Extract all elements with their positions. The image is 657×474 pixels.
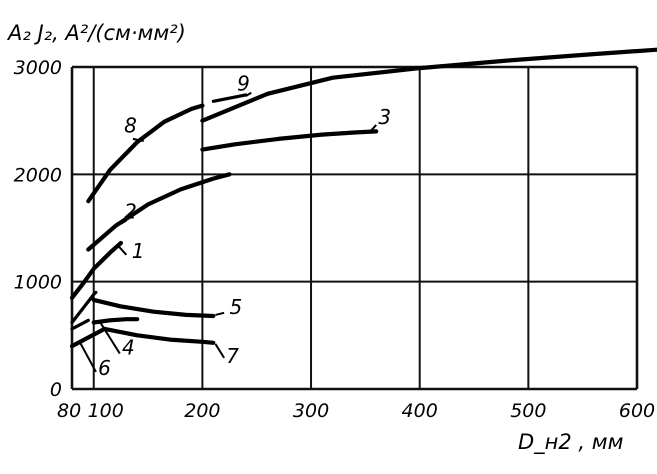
curve-series-3 [200, 129, 379, 152]
y-tick-label-2000: 2000 [14, 164, 62, 186]
series-labels: 1 2 3 4 5 6 7 8 9 [98, 72, 391, 380]
leader-series-9 [245, 91, 252, 97]
leader-series-1 [116, 244, 128, 256]
leader-series-2 [120, 219, 127, 225]
y-axis-title: A₂ J₂, A²/(см·мм²) [6, 21, 186, 45]
series-label-3: 3 [378, 105, 391, 129]
curve-series-1 [69, 240, 123, 300]
series-label-4: 4 [122, 336, 135, 360]
curve-series-8 [86, 103, 205, 204]
y-tick-label-3000: 3000 [14, 57, 62, 79]
series-label-8: 8 [124, 113, 137, 137]
curve-series-6 [69, 326, 107, 349]
series-label-9: 9 [237, 72, 250, 96]
curve-series-7 [102, 326, 216, 345]
leader-series-7 [214, 343, 225, 359]
curve-segment-6-2 [70, 318, 90, 331]
x-tick-label-500: 500 [510, 400, 546, 422]
series-label-6: 6 [98, 356, 111, 380]
leader-series-3 [370, 124, 377, 132]
x-tick-label-400: 400 [402, 400, 438, 422]
x-tick-label-300: 300 [293, 400, 329, 422]
leader-series-8 [132, 137, 144, 143]
curves [69, 47, 657, 349]
series-label-2: 2 [124, 199, 137, 223]
x-tick-label-100: 100 [88, 400, 124, 422]
x-tick-labels: 80 100 200 300 400 500 600 [57, 400, 655, 422]
grid [70, 65, 639, 391]
x-axis-title: D_н2 , мм [518, 430, 624, 455]
curve-series-4 [91, 317, 140, 325]
series-label-7: 7 [226, 344, 239, 368]
series-label-5: 5 [230, 295, 243, 319]
leader-series-5 [215, 311, 225, 316]
curve-series-2 [86, 172, 232, 252]
curve-series-9 [200, 47, 657, 123]
series-label-1: 1 [132, 239, 145, 263]
curve-series-5 [91, 297, 216, 319]
leader-series-4 [99, 321, 121, 355]
leader-series-6 [78, 341, 97, 373]
x-tick-label-600: 600 [619, 400, 655, 422]
y-tick-labels: 0 1000 2000 3000 [14, 57, 62, 401]
x-tick-label-80: 80 [57, 400, 81, 422]
x-tick-label-200: 200 [184, 400, 220, 422]
curve-segment-1-0 [70, 292, 96, 325]
y-tick-label-1000: 1000 [14, 272, 62, 294]
curve-segment-8-3 [211, 93, 248, 103]
y-tick-label-0: 0 [50, 379, 62, 401]
label-leaders [78, 91, 377, 373]
curve-segment-5-1 [92, 290, 98, 297]
